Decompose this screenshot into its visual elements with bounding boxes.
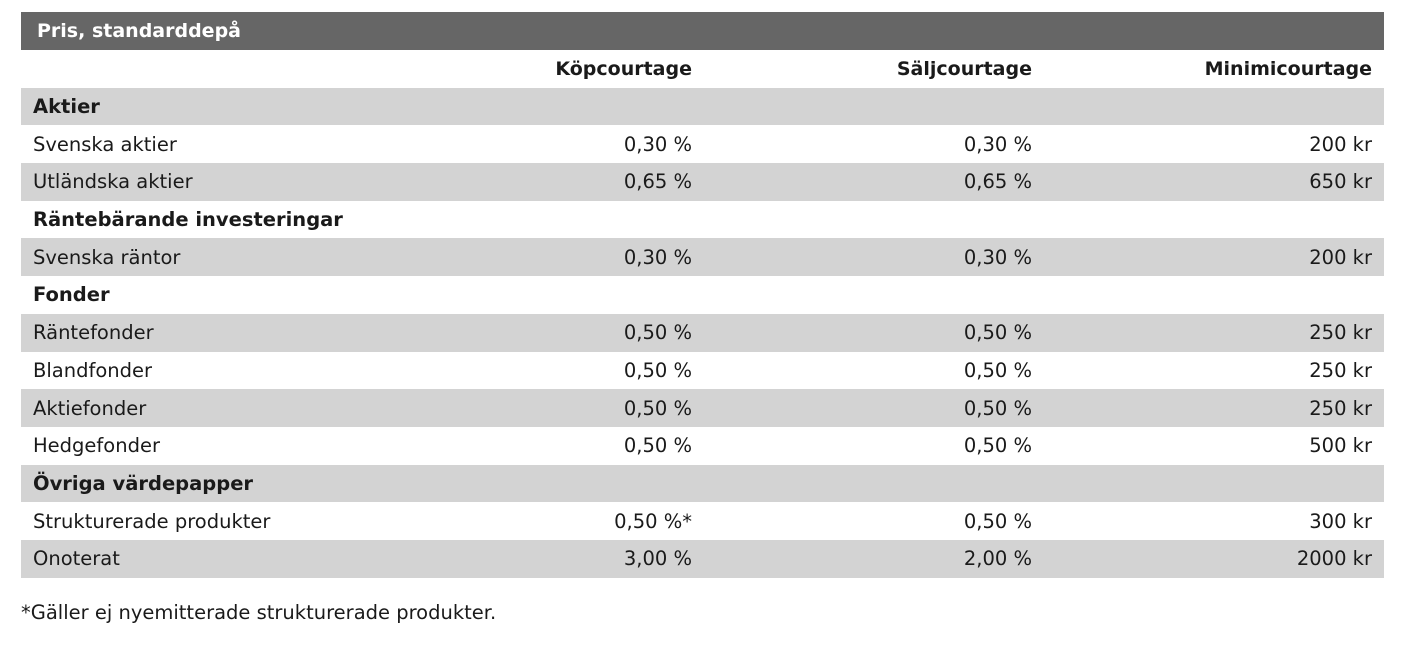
footnote: *Gäller ej nyemitterade strukturerade pr… [21, 601, 497, 624]
row-sell: 0,50 % [963, 509, 1032, 533]
row-label: Svenska räntor [33, 245, 181, 269]
header-kopcourtage: Köpcourtage [555, 57, 692, 80]
row-sell: 0,50 % [963, 434, 1032, 458]
section-row-rantebarande: Räntebärande investeringar [21, 201, 1384, 239]
row-min: 200 kr [1309, 132, 1372, 156]
table-row: Onoterat 3,00 % 2,00 % 2000 kr [21, 539, 1384, 578]
row-sell: 0,50 % [963, 358, 1032, 382]
table-row: Strukturerade produkter 0,50 %* 0,50 % 3… [21, 502, 1384, 540]
row-min: 200 kr [1309, 245, 1372, 269]
row-sell: 0,65 % [963, 170, 1032, 194]
table-title: Pris, standarddepå [21, 12, 1384, 50]
section-row-aktier: Aktier [21, 87, 1384, 126]
row-sell: 0,30 % [963, 132, 1032, 156]
section-label: Aktier [33, 95, 100, 119]
table-header-row: Köpcourtage Säljcourtage Minimicourtage [21, 50, 1384, 88]
section-label: Fonder [33, 283, 110, 307]
row-label: Aktiefonder [33, 396, 147, 420]
row-min: 500 kr [1309, 434, 1372, 458]
row-buy: 0,50 % [623, 434, 692, 458]
row-label: Strukturerade produkter [33, 509, 271, 533]
table-row: Svenska räntor 0,30 % 0,30 % 200 kr [21, 238, 1384, 277]
row-label: Svenska aktier [33, 132, 177, 156]
row-sell: 2,00 % [963, 547, 1032, 571]
row-min: 250 kr [1309, 321, 1372, 345]
row-label: Räntefonder [33, 321, 154, 345]
table-row: Hedgefonder 0,50 % 0,50 % 500 kr [21, 427, 1384, 465]
row-label: Blandfonder [33, 358, 153, 382]
header-minimicourtage: Minimicourtage [1204, 57, 1372, 80]
row-buy: 0,30 % [623, 132, 692, 156]
table-row: Räntefonder 0,50 % 0,50 % 250 kr [21, 313, 1384, 352]
table-row: Svenska aktier 0,30 % 0,30 % 200 kr [21, 125, 1384, 163]
row-buy: 0,50 % [623, 396, 692, 420]
row-buy: 0,50 %* [614, 509, 692, 533]
row-min: 300 kr [1309, 509, 1372, 533]
row-buy: 3,00 % [623, 547, 692, 571]
row-buy: 0,50 % [623, 358, 692, 382]
header-saljcourtage: Säljcourtage [896, 57, 1032, 80]
row-sell: 0,50 % [963, 396, 1032, 420]
section-row-ovriga: Övriga värdepapper [21, 464, 1384, 503]
row-buy: 0,30 % [623, 245, 692, 269]
table-row: Utländska aktier 0,65 % 0,65 % 650 kr [21, 163, 1384, 201]
row-label: Onoterat [33, 547, 120, 571]
row-buy: 0,65 % [623, 170, 692, 194]
row-label: Hedgefonder [33, 434, 160, 458]
table-row: Blandfonder 0,50 % 0,50 % 250 kr [21, 352, 1384, 390]
row-min: 250 kr [1309, 396, 1372, 420]
row-sell: 0,30 % [963, 245, 1032, 269]
row-min: 2000 kr [1296, 547, 1372, 571]
row-min: 650 kr [1309, 170, 1372, 194]
section-label: Räntebärande investeringar [33, 208, 343, 232]
section-label: Övriga värdepapper [33, 471, 254, 495]
section-row-fonder: Fonder [21, 276, 1384, 314]
row-min: 250 kr [1309, 358, 1372, 382]
row-label: Utländska aktier [33, 170, 193, 194]
row-sell: 0,50 % [963, 321, 1032, 345]
price-table: Pris, standarddepå Köpcourtage Säljcourt… [21, 12, 1384, 578]
row-buy: 0,50 % [623, 321, 692, 345]
table-row: Aktiefonder 0,50 % 0,50 % 250 kr [21, 389, 1384, 427]
